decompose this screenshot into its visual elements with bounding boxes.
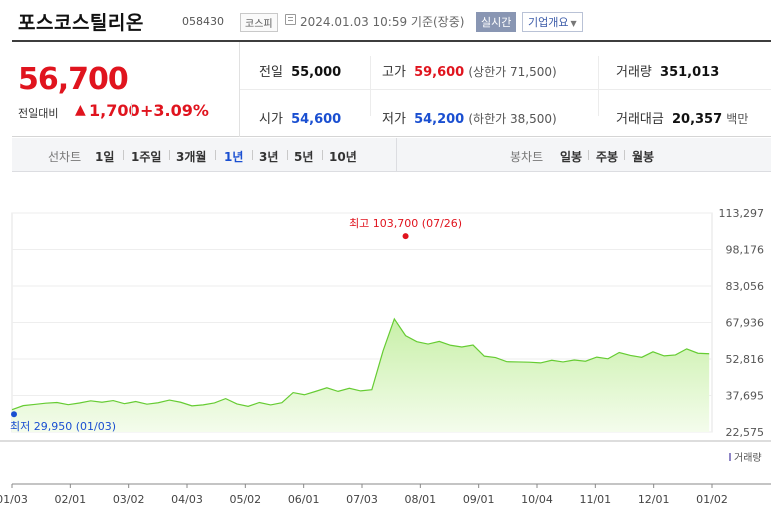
open-label: 시가	[259, 112, 283, 127]
chevron-down-icon: ▼	[570, 19, 577, 28]
price-area	[11, 317, 710, 432]
divider	[252, 150, 253, 160]
current-price: 56,700	[18, 62, 129, 97]
stock-header: 포스코스틸리온 058430 코스피 2024.01.03 10:59 기준(장…	[0, 0, 771, 40]
period-1w[interactable]: 1주일	[131, 150, 162, 164]
period-10y[interactable]: 10년	[329, 150, 357, 164]
x-tick-label: 03/02	[113, 493, 145, 506]
divider	[624, 150, 625, 160]
divider	[322, 150, 323, 160]
divider	[123, 150, 124, 160]
upper-limit: (상한가 71,500)	[468, 65, 557, 79]
prev-close-value: 55,000	[291, 65, 342, 80]
price-line	[11, 317, 710, 411]
max-point	[402, 233, 409, 240]
amount-cell: 거래대금 20,357 백만	[616, 108, 748, 127]
quote-summary: 56,700 전일대비 ▲ 1,700 +3.09% 전일 55,000 고가 …	[12, 40, 771, 137]
stock-code: 058430	[182, 15, 224, 28]
y-tick-label: 22,575	[726, 426, 765, 439]
amount-label: 거래대금	[616, 112, 664, 127]
divider	[240, 89, 771, 90]
x-tick-label: 01/03	[0, 493, 28, 506]
volume-label: 거래량	[616, 65, 652, 80]
price-area-fill	[12, 318, 710, 432]
period-5y[interactable]: 5년	[294, 150, 314, 164]
y-tick-label: 52,816	[726, 353, 765, 366]
price-extremes: 최고 103,700 (07/26) 최저 29,950 (01/03)	[10, 217, 462, 433]
amount-unit: 백만	[726, 112, 749, 126]
candle-chart-label: 봉차트	[510, 150, 544, 164]
high-label: 고가	[382, 65, 406, 80]
x-tick-label: 05/02	[229, 493, 261, 506]
y-tick-label: 37,695	[726, 390, 765, 403]
lower-limit: (하한가 38,500)	[468, 112, 557, 126]
current-price-panel: 56,700 전일대비 ▲ 1,700 +3.09%	[12, 42, 240, 137]
prev-close-cell: 전일 55,000	[259, 61, 341, 80]
market-badge: 코스피	[240, 13, 278, 32]
prev-close-label: 전일	[259, 65, 283, 80]
y-tick-label: 98,176	[726, 244, 765, 257]
x-tick-label: 07/03	[346, 493, 378, 506]
min-label: 최저 29,950 (01/03)	[10, 420, 116, 433]
open-cell: 시가 54,600	[259, 108, 341, 127]
candle-monthly[interactable]: 월봉	[632, 150, 655, 164]
x-tick-label: 04/03	[171, 493, 203, 506]
divider	[169, 150, 170, 160]
high-value: 59,600	[414, 65, 465, 80]
volume-bars: 거래량	[729, 452, 762, 464]
realtime-button[interactable]: 실시간	[476, 12, 517, 32]
divider	[287, 150, 288, 160]
clock-icon	[285, 14, 296, 25]
divider	[396, 138, 397, 172]
divider	[215, 150, 216, 160]
x-tick-label: 09/01	[463, 493, 495, 506]
amount-value: 20,357	[671, 112, 723, 127]
y-axis-ticks: 113,297 98,176 83,056 67,936 52,816 37,695 22,…	[719, 207, 765, 439]
low-value: 54,200	[414, 112, 465, 127]
x-tick-label: 01/02	[696, 493, 728, 506]
x-tick-label: 02/01	[54, 493, 86, 506]
x-tick-label: 10/04	[521, 493, 553, 506]
period-1y[interactable]: 1년	[224, 150, 244, 164]
x-tick-label: 08/01	[404, 493, 436, 506]
max-label: 최고 103,700 (07/26)	[349, 217, 462, 230]
low-label: 저가	[382, 112, 406, 127]
change-percent: +3.09%	[140, 101, 209, 120]
volume-cell: 거래량 351,013	[616, 61, 719, 80]
candle-daily[interactable]: 일봉	[560, 150, 583, 164]
divider	[598, 56, 599, 116]
up-arrow-icon: ▲	[75, 102, 86, 118]
period-3y[interactable]: 3년	[259, 150, 279, 164]
y-tick-label: 113,297	[719, 207, 765, 220]
low-cell: 저가 54,200 (하한가 38,500)	[382, 108, 557, 127]
open-value: 54,600	[291, 112, 342, 127]
change-value: 1,700	[89, 101, 140, 120]
y-tick-label: 67,936	[726, 317, 765, 330]
divider	[588, 150, 589, 160]
price-chart: 113,297 98,176 83,056 67,936 52,816 37,695 22,…	[0, 207, 771, 506]
divider	[131, 103, 132, 117]
high-cell: 고가 59,600 (상한가 71,500)	[382, 61, 557, 80]
divider	[370, 56, 371, 116]
change-label: 전일대비	[18, 107, 59, 120]
volume-value: 351,013	[660, 65, 720, 80]
x-axis-ticks: 01/03 02/01 03/02 04/03 05/02 06/01 07/03 08/01…	[0, 484, 728, 506]
volume-legend-label: 거래량	[734, 452, 762, 464]
period-selector: 선차트 1일 1주일 3개월 1년 3년 5년 10년 봉차트 일봉 주봉 월봉	[12, 138, 771, 172]
period-3m[interactable]: 3개월	[176, 150, 207, 164]
stock-name: 포스코스틸리온	[18, 12, 144, 34]
x-tick-label: 06/01	[288, 493, 320, 506]
x-tick-label: 11/01	[579, 493, 611, 506]
company-info-dropdown[interactable]: 기업개요 ▼	[522, 12, 583, 32]
line-chart-label: 선차트	[48, 150, 82, 164]
min-point	[11, 411, 17, 418]
company-info-label: 기업개요	[528, 16, 569, 29]
x-tick-label: 12/01	[638, 493, 670, 506]
y-tick-label: 83,056	[726, 280, 765, 293]
period-1d[interactable]: 1일	[95, 150, 115, 164]
candle-weekly[interactable]: 주봉	[596, 150, 619, 164]
quote-time: 2024.01.03 10:59 기준(장중)	[300, 15, 465, 29]
